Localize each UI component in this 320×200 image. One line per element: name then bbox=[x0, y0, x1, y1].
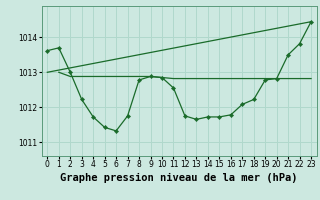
X-axis label: Graphe pression niveau de la mer (hPa): Graphe pression niveau de la mer (hPa) bbox=[60, 173, 298, 183]
